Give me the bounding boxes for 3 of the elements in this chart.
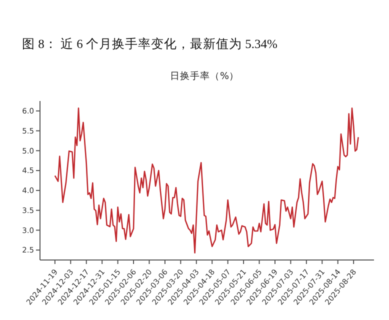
line-series — [54, 108, 359, 254]
chart-subtitle: 日换手率（%） — [168, 70, 240, 83]
chart-title: 图 8： 近 6 个月换手率变化，最新值为 5.34% — [22, 36, 278, 53]
